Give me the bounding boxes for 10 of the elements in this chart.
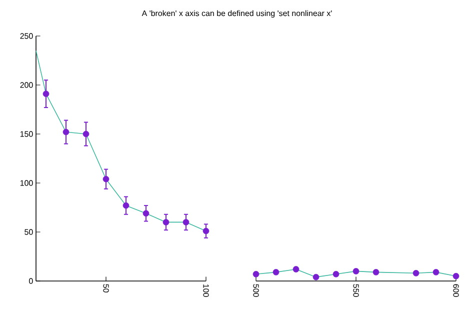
point [162, 219, 170, 226]
point [182, 219, 190, 226]
point [312, 274, 320, 280]
point [62, 128, 70, 136]
point [142, 210, 150, 217]
point [42, 90, 50, 98]
point [122, 202, 130, 209]
point [82, 130, 90, 138]
point [202, 228, 210, 234]
point [102, 176, 110, 182]
